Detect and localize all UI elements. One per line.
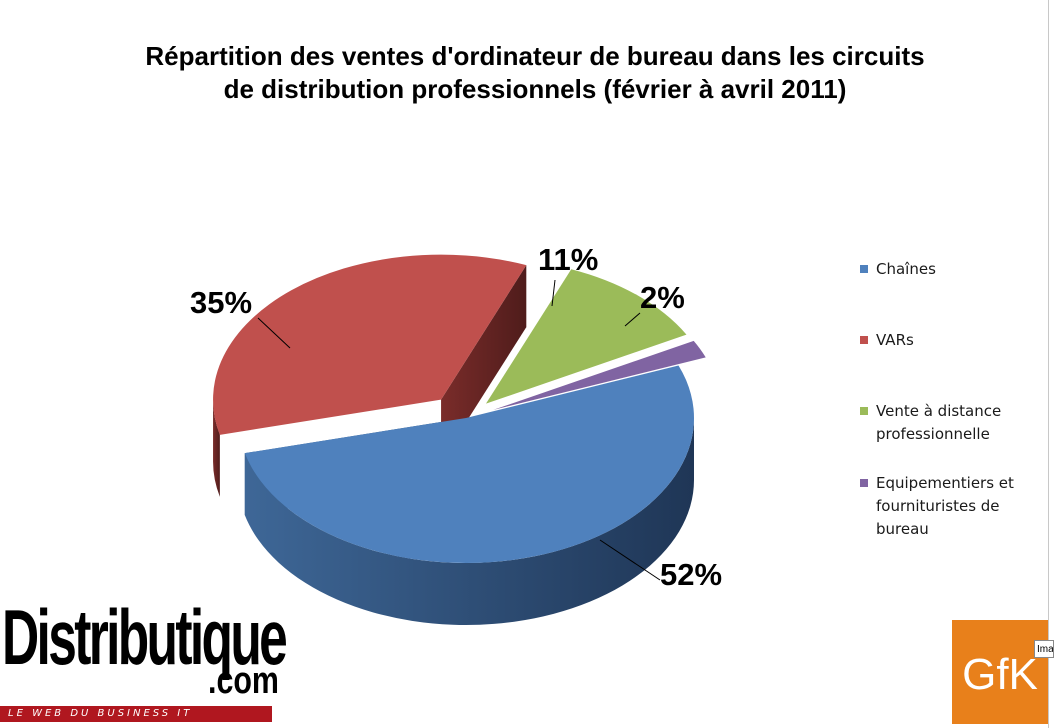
pie-slice-equipementiers <box>493 340 706 410</box>
pie-slice-wall-vars <box>441 265 527 462</box>
legend-item-equipementiers: Equipementiers et fournituristes de bure… <box>860 472 1026 541</box>
chart-title-line-1: Répartition des ventes d'ordinateur de b… <box>145 41 925 71</box>
legend-label-vente-distance: Vente à distance professionnelle <box>876 402 1002 443</box>
data-label-vars: 35% <box>190 285 252 320</box>
legend-swatch-vente-distance <box>860 407 868 415</box>
legend-item-vars: VARs <box>860 329 1026 352</box>
legend-item-chaines: Chaînes <box>860 258 1026 281</box>
data-label-chaines: 52% <box>660 557 722 592</box>
legend-swatch-chaines <box>860 265 868 273</box>
pie-slice-vars <box>213 254 527 435</box>
legend-swatch-vars <box>860 336 868 344</box>
pie-slice-side-vars <box>213 399 220 497</box>
leader-line-chaines <box>599 539 661 581</box>
data-label-vente-distance: 11% <box>538 242 598 277</box>
pie-slice-vente-distance <box>485 269 687 404</box>
chart-title-line-2: de distribution professionnels (février … <box>223 74 847 104</box>
image-tab[interactable]: Ima <box>1034 640 1054 658</box>
distributique-logo-tagline: LE WEB DU BUSINESS IT <box>8 708 193 719</box>
pie-slice-side-chaines <box>244 418 694 625</box>
gfk-logo: GfK <box>952 620 1048 724</box>
legend-item-vente-distance: Vente à distance professionnelle <box>860 400 1026 446</box>
distributique-logo-domain: .com <box>208 660 279 702</box>
legend-label-vars: VARs <box>876 331 914 349</box>
chart-title: Répartition des ventes d'ordinateur de b… <box>60 40 1010 106</box>
legend-label-chaines: Chaînes <box>876 260 936 278</box>
pie-slice-chaines <box>244 365 695 564</box>
leader-line-vente-distance <box>551 279 556 307</box>
leader-line-vars <box>257 317 291 349</box>
legend-label-equipementiers: Equipementiers et fournituristes de bure… <box>876 474 1014 538</box>
leader-line-equipementiers <box>624 312 641 327</box>
gfk-logo-text: GfK <box>962 650 1038 699</box>
distributique-logo-bar <box>0 706 272 722</box>
data-label-equipementiers: 2% <box>640 280 685 315</box>
distributique-logo-wordmark: Distributique <box>2 593 288 681</box>
legend-swatch-equipementiers <box>860 479 868 487</box>
